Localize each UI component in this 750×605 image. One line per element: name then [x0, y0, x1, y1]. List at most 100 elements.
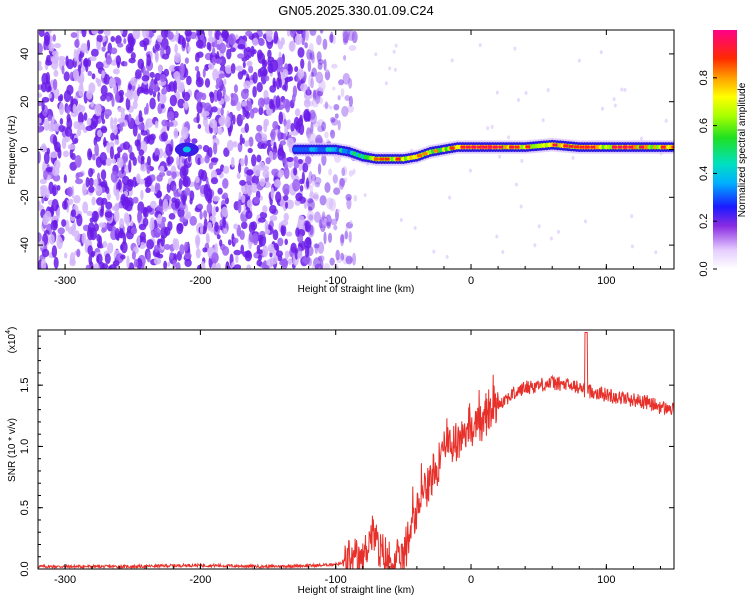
spectrogram-noise-cell — [282, 68, 289, 78]
spectrogram-noise-cell — [80, 42, 88, 53]
spectrogram-noise-cell — [58, 125, 66, 133]
spectrogram-ridge-peak — [471, 145, 477, 149]
snr-x-axis: -300 -200 -100 0 100 — [54, 330, 661, 586]
spectrogram-noise-cell — [53, 256, 59, 269]
spectrogram-noise-cell — [273, 242, 279, 251]
spectrogram-ridge-peak — [660, 145, 666, 149]
spectrogram-noise-cell — [196, 51, 204, 58]
spectrogram-noise-cell — [93, 179, 99, 187]
spectrogram-noise-cell — [38, 60, 42, 67]
spectrogram-noise-cell — [115, 189, 120, 201]
spectrogram-noise-cell — [206, 41, 211, 50]
spectrogram-noise-cell — [162, 53, 170, 60]
spectrogram-noise-cell — [286, 30, 291, 37]
spectrogram-noise-cell — [110, 36, 116, 43]
spectrogram-noise-cell — [269, 215, 278, 222]
spectrogram-noise-cell — [83, 112, 88, 121]
spectrogram-noise-cell — [40, 82, 47, 93]
spectrogram-noise-cell — [142, 207, 149, 219]
spectrogram-noise-cell — [123, 61, 128, 67]
spectrogram-noise-cell — [305, 236, 312, 246]
spectrogram-noise-cell — [165, 84, 172, 93]
spectrogram-noise-cell — [172, 185, 177, 195]
spectrogram-x-label: Height of straight line (km) — [298, 284, 415, 295]
spectrogram-noise-cell — [289, 40, 295, 49]
spectrogram-noise-cell — [205, 232, 210, 243]
spectrogram-noise-cell — [128, 262, 135, 269]
spectrogram-noise-cell — [257, 254, 263, 261]
spectrogram-noise-cell — [208, 162, 214, 170]
spectrogram-noise-cell — [90, 48, 99, 57]
spectrogram-noise-cell — [348, 44, 357, 51]
spectrogram-noise-cell — [281, 226, 285, 236]
spectrogram-noise-cell — [53, 69, 59, 77]
spectrogram-noise-cell — [47, 85, 52, 92]
spectrogram-noise-cell — [203, 110, 210, 117]
spectrogram-noise-cell — [297, 251, 303, 259]
spectrogram-noise-cell — [230, 156, 235, 168]
spectrogram-noise-cell — [49, 151, 58, 159]
spectrogram-noise-cell — [159, 165, 165, 173]
spectrogram-noise-cell — [209, 215, 217, 222]
spectrogram-marks — [38, 30, 674, 269]
spectrogram-noise-cell — [91, 73, 96, 80]
spectrogram-noise-cell — [222, 178, 229, 189]
spectrogram-noise-cell — [237, 44, 246, 50]
spectrogram-noise-cell — [273, 178, 282, 188]
spectrogram-noise-cell — [259, 211, 268, 219]
spectrogram-noise-cell — [348, 230, 352, 243]
spectrogram-noise-cell — [221, 31, 229, 39]
spectrogram-noise-cell — [306, 210, 315, 223]
spectrogram-noise-cell — [195, 248, 201, 259]
spectrogram-noise-cell — [546, 88, 550, 93]
snr-y-tick-label: 0.0 — [19, 561, 31, 576]
spectrogram-noise-cell — [345, 227, 349, 232]
spectrogram-y-tick-label: 40 — [19, 48, 31, 60]
spectrogram-ridge-peak — [671, 145, 674, 149]
spectrogram-noise-cell — [319, 195, 327, 206]
spectrogram-noise-cell — [202, 68, 206, 78]
spectrogram-noise-cell — [211, 106, 218, 113]
spectrogram-noise-cell — [159, 92, 166, 105]
spectrogram-noise-cell — [323, 231, 327, 245]
spectrogram-noise-cell — [118, 89, 125, 97]
spectrogram-y-label: Frequency (Hz) — [7, 116, 18, 185]
spectrogram-noise-cell — [283, 167, 290, 179]
spectrogram-noise-cell — [114, 202, 120, 212]
spectrogram-noise-cell — [110, 132, 116, 141]
spectrogram-noise-cell — [294, 34, 303, 45]
snr-x-tick-label: 0 — [468, 574, 474, 586]
spectrogram-noise-cell — [246, 184, 253, 197]
spectrogram-noise-cell — [38, 151, 41, 164]
spectrogram-noise-cell — [110, 117, 114, 130]
spectrogram-noise-cell — [261, 58, 266, 65]
spectrogram-noise-cell — [322, 38, 328, 50]
snr-x-tick-label: -200 — [189, 574, 211, 586]
spectrogram-noise-cell — [246, 264, 252, 269]
spectrogram-noise-cell — [53, 159, 61, 170]
spectrogram-noise-cell — [279, 140, 287, 146]
spectrogram-noise-cell — [313, 243, 320, 249]
spectrogram-y-tick-label: -40 — [19, 237, 31, 253]
spectrogram-noise-cell — [229, 47, 236, 53]
spectrogram-noise-cell — [612, 97, 616, 102]
spectrogram-ridge-peak — [417, 154, 423, 158]
spectrogram-noise-cell — [168, 64, 177, 72]
spectrogram-noise-cell — [498, 154, 502, 159]
spectrogram-noise-cell — [197, 203, 203, 209]
spectrogram-noise-cell — [130, 227, 138, 235]
spectrogram-noise-cell — [549, 236, 553, 241]
spectrogram-noise-cell — [187, 46, 191, 53]
spectrogram-noise-cell — [283, 132, 287, 141]
spectrogram-noise-cell — [363, 193, 367, 198]
spectrogram-noise-cell — [246, 169, 254, 176]
spectrogram-noise-cell — [264, 264, 270, 269]
spectrogram-noise-cell — [105, 186, 110, 194]
spectrogram-noise-cell — [153, 257, 162, 265]
spectrogram-noise-cell — [293, 156, 299, 163]
spectrogram-noise-cell — [258, 38, 265, 46]
spectrogram-noise-cell — [132, 100, 138, 110]
spectrogram-noise-cell — [215, 206, 219, 213]
spectrogram-noise-cell — [342, 72, 351, 85]
